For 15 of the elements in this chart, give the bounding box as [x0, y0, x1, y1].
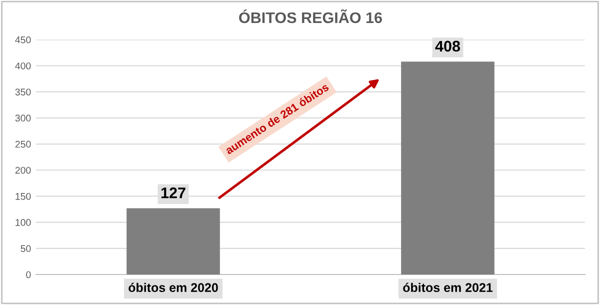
data-label: 127: [161, 187, 186, 198]
y-tick-label: 50: [20, 245, 31, 252]
chart-title: ÓBITOS REGIÃO 16: [239, 9, 382, 24]
y-tick-label: 200: [15, 166, 31, 174]
y-tick-label: 350: [15, 88, 31, 96]
x-tick-label: óbitos em 2021: [403, 282, 493, 292]
data-label: 408: [435, 40, 460, 52]
y-tick-label: 100: [16, 219, 31, 226]
x-tick-label: óbitos em 2020: [128, 282, 218, 292]
y-tick-label: 300: [15, 114, 31, 122]
y-tick-label: 450: [15, 36, 31, 44]
y-tick-label: 400: [15, 62, 31, 70]
y-tick-label: 0: [26, 271, 31, 278]
y-tick-label: 150: [16, 192, 31, 200]
y-tick-label: 250: [15, 140, 31, 148]
